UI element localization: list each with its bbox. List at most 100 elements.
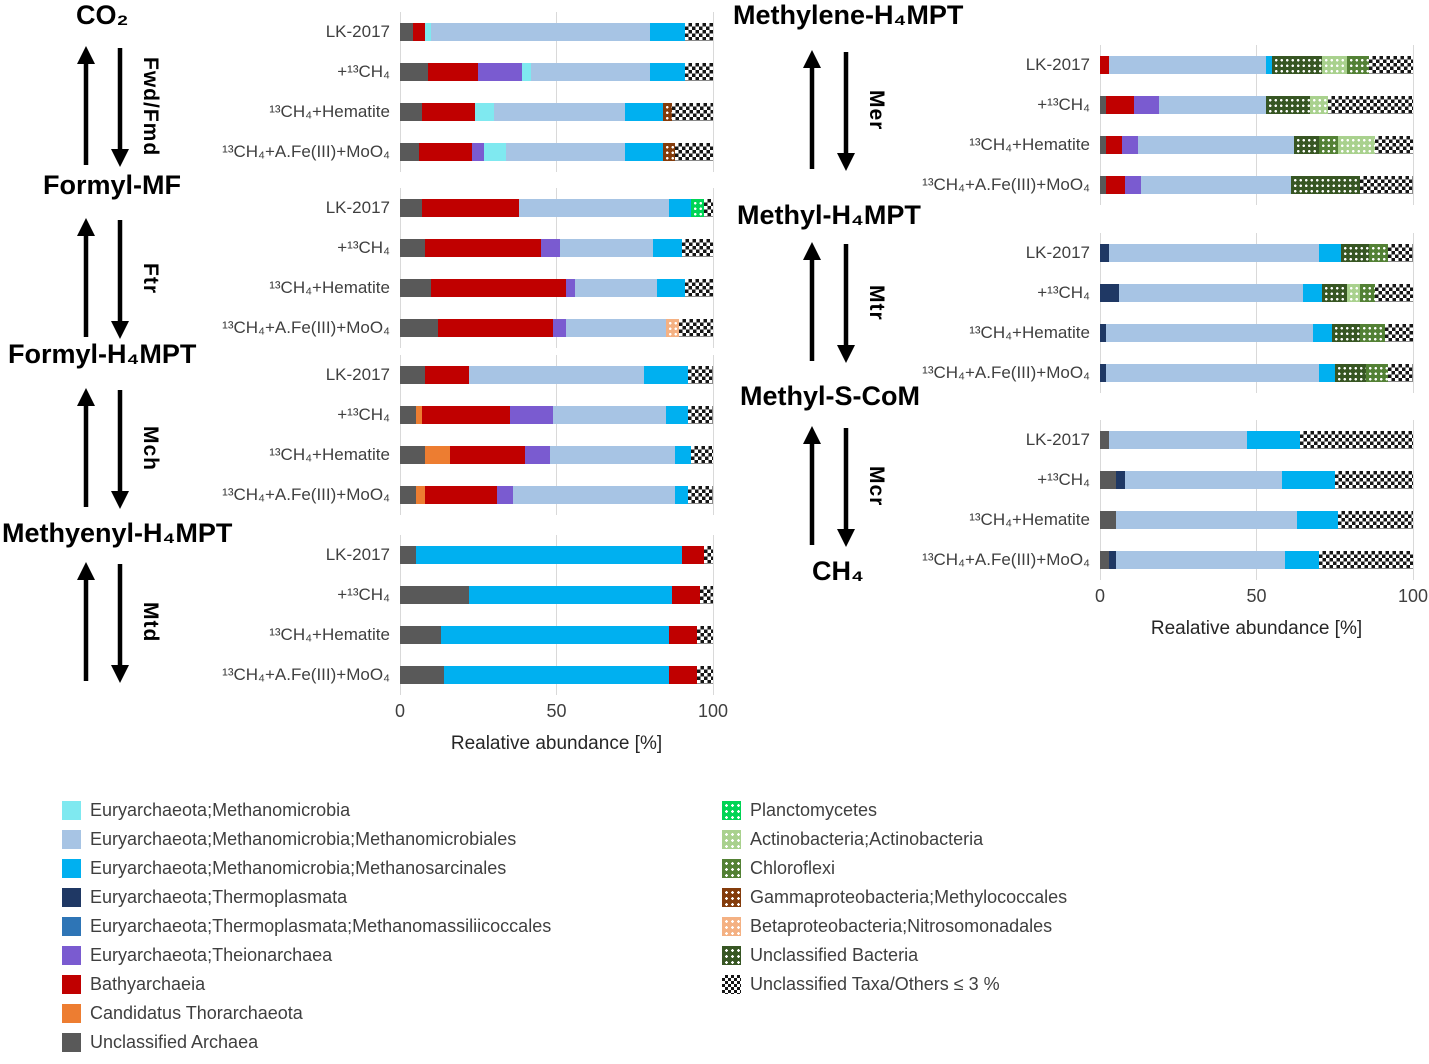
bar-segment-thermo bbox=[1100, 364, 1107, 382]
gridline-0 bbox=[399, 355, 401, 515]
bar-segment-uarch bbox=[1100, 136, 1107, 154]
axis-tick-50: 50 bbox=[546, 701, 567, 721]
bar-segment-msar bbox=[650, 63, 685, 81]
bar-segment-msar bbox=[625, 143, 663, 161]
bar-segment-mmbl bbox=[1109, 431, 1248, 449]
bar-label: ¹³CH₄+A.Fe(III)+MoO₄ bbox=[222, 142, 390, 161]
bar-segment-others bbox=[697, 666, 713, 684]
bar-track bbox=[1100, 324, 1413, 342]
bar-segment-theio bbox=[565, 279, 576, 297]
bar-label: +¹³CH₄ bbox=[337, 62, 390, 81]
chart-6: LK-2017 +¹³CH₄ ¹³CH₄+Hematite ¹³CH₄+A.Fe(II… bbox=[900, 233, 1414, 393]
bar-track bbox=[400, 366, 713, 384]
legend-item-actino: Actinobacteria;Actinobacteria bbox=[722, 825, 1067, 854]
bar-segment-thermo bbox=[1100, 284, 1119, 302]
legend-label-chloro: Chloroflexi bbox=[750, 858, 836, 878]
pathway-node-ch4: CH₄ bbox=[812, 556, 864, 586]
bar-segment-msar bbox=[1247, 431, 1301, 449]
chart-plot bbox=[399, 535, 714, 695]
gridline-100 bbox=[1412, 420, 1414, 580]
bar-label: ¹³CH₄+Hematite bbox=[269, 102, 390, 121]
bar-track bbox=[1100, 551, 1413, 569]
bar-label: ¹³CH₄+Hematite bbox=[969, 323, 1090, 342]
bar-segment-thor bbox=[425, 446, 451, 464]
bar-label: LK-2017 bbox=[325, 545, 390, 564]
legend-label-mmas: Euryarchaeota;Thermoplasmata;Methanomass… bbox=[90, 916, 552, 936]
bar-segment-others bbox=[697, 626, 713, 644]
bar-label: +¹³CH₄ bbox=[337, 405, 390, 424]
bar-label: +¹³CH₄ bbox=[1037, 95, 1090, 114]
legend-item-mmas: Euryarchaeota;Thermoplasmata;Methanomass… bbox=[62, 912, 551, 941]
legend-item-bathy: Bathyarchaeia bbox=[62, 970, 551, 999]
bar-track bbox=[1100, 284, 1413, 302]
bar-segment-msar bbox=[656, 279, 685, 297]
bar-segment-others bbox=[675, 143, 713, 161]
bar-label: ¹³CH₄+A.Fe(III)+MoO₄ bbox=[222, 665, 390, 684]
bar-segment-actino bbox=[1322, 56, 1348, 74]
bar-segment-others bbox=[1369, 56, 1413, 74]
bar-segment-uarch bbox=[1100, 551, 1110, 569]
chart-plot bbox=[1099, 45, 1414, 205]
bar-segment-chloro bbox=[1359, 324, 1385, 342]
legend-item-uarch: Unclassified Archaea bbox=[62, 1028, 551, 1057]
bar-segment-chloro bbox=[1347, 56, 1370, 74]
bar-segment-ubact bbox=[1334, 364, 1367, 382]
legend-swatch-planc bbox=[722, 801, 741, 820]
bar-segment-mmbl bbox=[575, 279, 657, 297]
legend-item-others: Unclassified Taxa/Others ≤ 3 % bbox=[722, 970, 1067, 999]
bar-segment-mmbl bbox=[518, 199, 670, 217]
legend-swatch-mmbl bbox=[62, 830, 81, 849]
bar-track bbox=[400, 103, 713, 121]
bar-segment-actino bbox=[1337, 136, 1376, 154]
legend-swatch-ubact bbox=[722, 946, 741, 965]
bar-segment-uarch bbox=[400, 279, 432, 297]
bar-segment-bathy bbox=[1106, 96, 1135, 114]
bar-segment-msar bbox=[669, 199, 692, 217]
bar-track bbox=[400, 23, 713, 41]
bar-segment-actino bbox=[1347, 284, 1360, 302]
bar-track bbox=[400, 446, 713, 464]
gridline-100 bbox=[712, 535, 714, 695]
bar-label: ¹³CH₄+A.Fe(III)+MoO₄ bbox=[222, 485, 390, 504]
bar-segment-thor bbox=[415, 486, 426, 504]
chart-plot bbox=[1099, 233, 1414, 393]
legend-item-beta: Betaproteobacteria;Nitrosomonadales bbox=[722, 912, 1067, 941]
updown-arrows-icon bbox=[803, 426, 855, 547]
bar-segment-uarch bbox=[400, 446, 426, 464]
bar-segment-mmbl bbox=[1109, 56, 1266, 74]
chart-3: LK-2017 +¹³CH₄ ¹³CH₄+Hematite ¹³CH₄+A.Fe(II… bbox=[200, 355, 714, 515]
bar-segment-uarch bbox=[400, 406, 416, 424]
legend-item-thor: Candidatus Thorarchaeota bbox=[62, 999, 551, 1028]
bar-segment-others bbox=[684, 23, 713, 41]
pathway-arrows-mch: Mch bbox=[72, 386, 162, 511]
bar-segment-ubact bbox=[1340, 244, 1370, 262]
bar-segment-others bbox=[687, 486, 713, 504]
gridline-0 bbox=[399, 12, 401, 172]
axis-tick-0: 0 bbox=[1094, 586, 1105, 606]
bar-segment-others bbox=[703, 546, 713, 564]
bar-label: ¹³CH₄+Hematite bbox=[969, 510, 1090, 529]
bar-segment-msar bbox=[415, 546, 682, 564]
pathway-arrows-mcr: Mcr bbox=[798, 424, 888, 549]
bar-track bbox=[400, 626, 713, 644]
bar-track bbox=[400, 143, 713, 161]
bar-segment-msar bbox=[625, 103, 663, 121]
bar-segment-mmb bbox=[475, 103, 494, 121]
bar-label: ¹³CH₄+Hematite bbox=[269, 278, 390, 297]
bar-segment-theio bbox=[540, 239, 560, 257]
gridline-50 bbox=[1256, 233, 1257, 393]
bar-segment-bathy bbox=[421, 406, 510, 424]
bar-segment-msar bbox=[1312, 324, 1332, 342]
axis-tick-50: 50 bbox=[1246, 586, 1267, 606]
bar-segment-theio bbox=[1121, 136, 1138, 154]
bar-label: ¹³CH₄+A.Fe(III)+MoO₄ bbox=[222, 318, 390, 337]
bar-segment-chloro bbox=[1366, 364, 1388, 382]
bar-track bbox=[1100, 364, 1413, 382]
legend-swatch-mmas bbox=[62, 917, 81, 936]
bar-segment-others bbox=[681, 239, 713, 257]
updown-arrows-icon bbox=[77, 388, 129, 509]
gridline-0 bbox=[399, 188, 401, 348]
pathway-node-formyl-mf: Formyl-MF bbox=[43, 170, 181, 200]
bar-segment-mmbl bbox=[1140, 176, 1291, 194]
bar-segment-bathy bbox=[428, 63, 479, 81]
